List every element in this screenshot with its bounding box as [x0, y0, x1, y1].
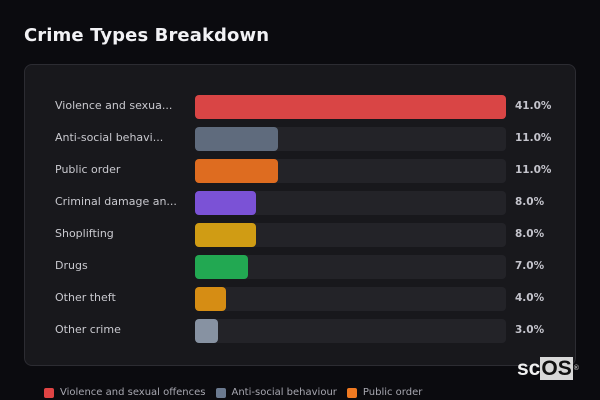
- bar-row: Public order 11.0%: [25, 159, 575, 183]
- bar-track: [195, 223, 506, 247]
- bar-fill[interactable]: [195, 127, 278, 151]
- bar-row: Shoplifting 8.0%: [25, 223, 575, 247]
- legend-label: Anti-social behaviour: [231, 387, 337, 398]
- bar-value: 11.0%: [515, 164, 552, 176]
- bar-value: 4.0%: [515, 292, 545, 304]
- bar-label: Violence and sexua...: [55, 99, 173, 112]
- legend-item[interactable]: Violence and sexual offences: [44, 387, 206, 398]
- legend-item[interactable]: Anti-social behaviour: [215, 387, 337, 398]
- legend-swatch-icon: [346, 387, 357, 398]
- bar-track: [195, 159, 506, 183]
- legend-swatch-icon: [44, 387, 54, 398]
- chart-title: Crime Types Breakdown: [24, 25, 270, 46]
- bar-label: Other theft: [55, 291, 116, 304]
- bar-track: [195, 287, 506, 311]
- bar-label: Public order: [55, 163, 121, 176]
- bar-value: 7.0%: [515, 260, 545, 272]
- bar-value: 8.0%: [515, 228, 545, 240]
- bar-row: Other crime 3.0%: [25, 319, 575, 343]
- bar-label: Anti-social behavi...: [55, 131, 164, 144]
- scos-logo: scOS ®: [517, 357, 579, 380]
- legend-label: Public order: [362, 387, 423, 398]
- logo-prefix: sc: [517, 357, 541, 380]
- bar-track: [195, 95, 506, 119]
- legend-label: Violence and sexual offences: [60, 387, 206, 398]
- bar-value: 3.0%: [515, 324, 545, 336]
- bar-row: Anti-social behavi... 11.0%: [25, 127, 575, 151]
- bar-value: 11.0%: [515, 132, 552, 144]
- legend-swatch-icon: [215, 387, 226, 398]
- logo-suffix: OS: [540, 357, 573, 380]
- bar-row: Violence and sexua... 41.0%: [25, 95, 575, 119]
- bar-fill[interactable]: [195, 191, 256, 215]
- bar-fill[interactable]: [195, 255, 248, 279]
- bar-fill[interactable]: [195, 319, 218, 343]
- bar-fill[interactable]: [195, 223, 256, 247]
- bar-row: Drugs 7.0%: [25, 255, 575, 279]
- chart-card: Violence and sexua... 41.0% Anti-social …: [24, 64, 576, 366]
- bar-label: Shoplifting: [55, 227, 114, 240]
- bar-track: [195, 127, 506, 151]
- chart-legend: Violence and sexual offences Anti-social…: [44, 387, 422, 398]
- bar-track: [195, 319, 506, 343]
- bar-fill[interactable]: [195, 95, 506, 119]
- registered-mark: ®: [573, 365, 579, 372]
- bar-label: Criminal damage an...: [55, 195, 177, 208]
- bar-label: Other crime: [55, 323, 121, 336]
- bar-row: Criminal damage an... 8.0%: [25, 191, 575, 215]
- bar-value: 8.0%: [515, 196, 545, 208]
- bar-label: Drugs: [55, 259, 88, 272]
- bar-fill[interactable]: [195, 287, 226, 311]
- bar-track: [195, 255, 506, 279]
- bar-row: Other theft 4.0%: [25, 287, 575, 311]
- bar-value: 41.0%: [515, 100, 552, 112]
- legend-item[interactable]: Public order: [346, 387, 423, 398]
- bar-track: [195, 191, 506, 215]
- bar-fill[interactable]: [195, 159, 278, 183]
